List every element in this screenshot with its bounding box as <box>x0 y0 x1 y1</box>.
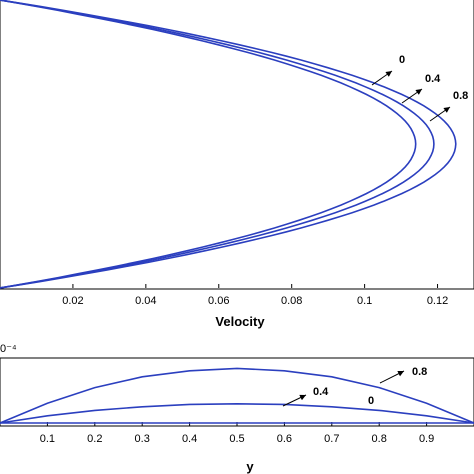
bottom-x-tick-label: 0.7 <box>324 433 339 445</box>
top-x-tick-label: 0.04 <box>135 295 156 307</box>
top-annotation-08: 0.8 <box>453 90 468 102</box>
bottom-x-axis-label: y <box>246 459 254 474</box>
top-series-line-0 <box>0 0 417 289</box>
bottom-exponent-label: 0⁻⁴ <box>0 343 17 355</box>
bottom-x-ticks: 0.1 0.2 0.3 0.4 0.5 0.6 0.7 0.8 0.9 <box>40 422 434 445</box>
bottom-x-tick-label: 0.4 <box>182 433 197 445</box>
bottom-annotation-04: 0.4 <box>313 386 329 398</box>
bottom-annotation-08: 0.8 <box>412 366 427 378</box>
bottom-arrow-08 <box>379 370 405 384</box>
bottom-x-tick-label: 0.5 <box>229 433 244 445</box>
top-plot-frame <box>0 0 474 290</box>
top-arrow-0 <box>371 70 393 86</box>
top-x-tick-label: 0.02 <box>62 295 83 307</box>
top-annotation-04: 0.4 <box>425 73 441 85</box>
top-series-line-0.8 <box>0 0 457 289</box>
bottom-series-line-0.8 <box>0 367 474 424</box>
bottom-curves <box>0 367 474 424</box>
bottom-x-tick-label: 0.8 <box>372 433 387 445</box>
top-x-tick-label: 0.12 <box>427 295 448 307</box>
top-x-tick-label: 0.1 <box>357 295 372 307</box>
bottom-series-line-0.4 <box>0 402 474 424</box>
top-velocity-curves <box>0 0 457 289</box>
bottom-x-tick-label: 0.2 <box>87 433 102 445</box>
top-annotation-0: 0 <box>399 54 405 66</box>
top-x-axis-label: Velocity <box>215 314 265 329</box>
top-x-ticks: 0.02 0.04 0.06 0.08 0.1 0.12 <box>62 284 448 307</box>
top-series-line-0.4 <box>0 0 435 289</box>
top-arrow-08 <box>429 106 451 122</box>
bottom-annotation-0: 0 <box>368 395 374 407</box>
bottom-x-tick-label: 0.6 <box>277 433 292 445</box>
bottom-x-tick-label: 0.3 <box>135 433 150 445</box>
bottom-x-tick-label: 0.1 <box>40 433 55 445</box>
bottom-x-tick-label: 0.9 <box>419 433 434 445</box>
top-x-tick-label: 0.08 <box>281 295 302 307</box>
bottom-arrow-04 <box>282 394 307 407</box>
top-arrow-04 <box>401 88 423 104</box>
top-x-tick-label: 0.06 <box>208 295 229 307</box>
